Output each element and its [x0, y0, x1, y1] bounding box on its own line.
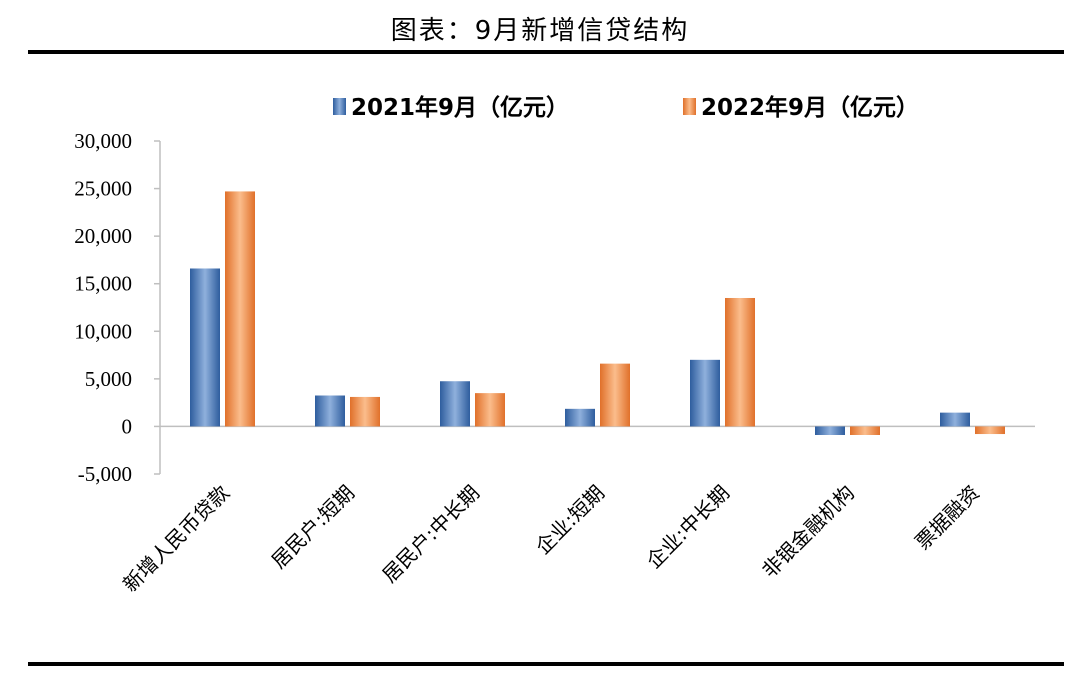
- bars: [190, 191, 1005, 435]
- y-tick-label: 20,000: [74, 224, 132, 248]
- y-tick-label: 25,000: [74, 177, 132, 201]
- bar-2022-3: [600, 363, 630, 427]
- legend-swatch-2022: [683, 98, 696, 115]
- bar-2022-6: [975, 426, 1005, 435]
- bar-2022-2: [475, 393, 505, 427]
- y-tick-label: -5,000: [78, 462, 132, 486]
- legend-label-2021: 2021年9月（亿元）: [351, 94, 569, 121]
- top-rule: [28, 50, 1064, 54]
- bar-2022-5: [850, 426, 880, 435]
- bar-2021-2: [440, 381, 470, 427]
- x-category-label: 企业:短期: [531, 481, 609, 559]
- x-category-label: 企业:中长期: [642, 481, 734, 573]
- bottom-rule: [28, 662, 1064, 666]
- legend-swatch-2021: [333, 98, 346, 115]
- x-category-label: 居民户:中长期: [377, 481, 484, 588]
- legend: 2021年9月（亿元） 2022年9月（亿元）: [333, 94, 919, 121]
- y-tick-label: 10,000: [74, 319, 132, 343]
- bar-2021-4: [690, 359, 720, 427]
- y-tick-label: 0: [122, 414, 133, 438]
- y-tick-label: 5,000: [85, 367, 132, 391]
- bar-2021-0: [190, 268, 220, 427]
- x-category-label: 新增人民币贷款: [118, 481, 234, 597]
- x-category-label: 居民户:短期: [267, 481, 359, 573]
- y-tick-label: 30,000: [74, 129, 132, 153]
- bar-2022-1: [350, 396, 380, 427]
- x-category-label: 票据融资: [910, 481, 984, 555]
- y-axis: 30,000 25,000 20,000 15,000 10,000 5,000 0 -5,0…: [74, 129, 1035, 486]
- chart-title: 图表：9月新增信贷结构: [390, 16, 690, 46]
- bar-2022-0: [225, 191, 255, 427]
- bar-2021-1: [315, 395, 345, 427]
- bar-2021-5: [815, 426, 845, 435]
- x-axis-labels: 新增人民币贷款 居民户:短期 居民户:中长期 企业:短期 企业:中长期 非银金融机构 票据融…: [118, 481, 984, 597]
- y-tick-label: 15,000: [74, 272, 132, 296]
- bar-2021-6: [940, 412, 970, 427]
- legend-label-2022: 2022年9月（亿元）: [701, 94, 919, 121]
- bar-2022-4: [725, 297, 755, 427]
- bar-2021-3: [565, 408, 595, 427]
- x-category-label: 非银金融机构: [757, 481, 859, 583]
